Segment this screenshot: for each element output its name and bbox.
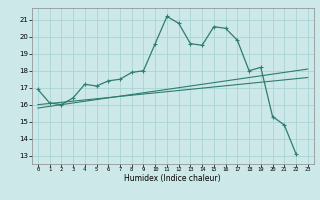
X-axis label: Humidex (Indice chaleur): Humidex (Indice chaleur) [124, 174, 221, 183]
